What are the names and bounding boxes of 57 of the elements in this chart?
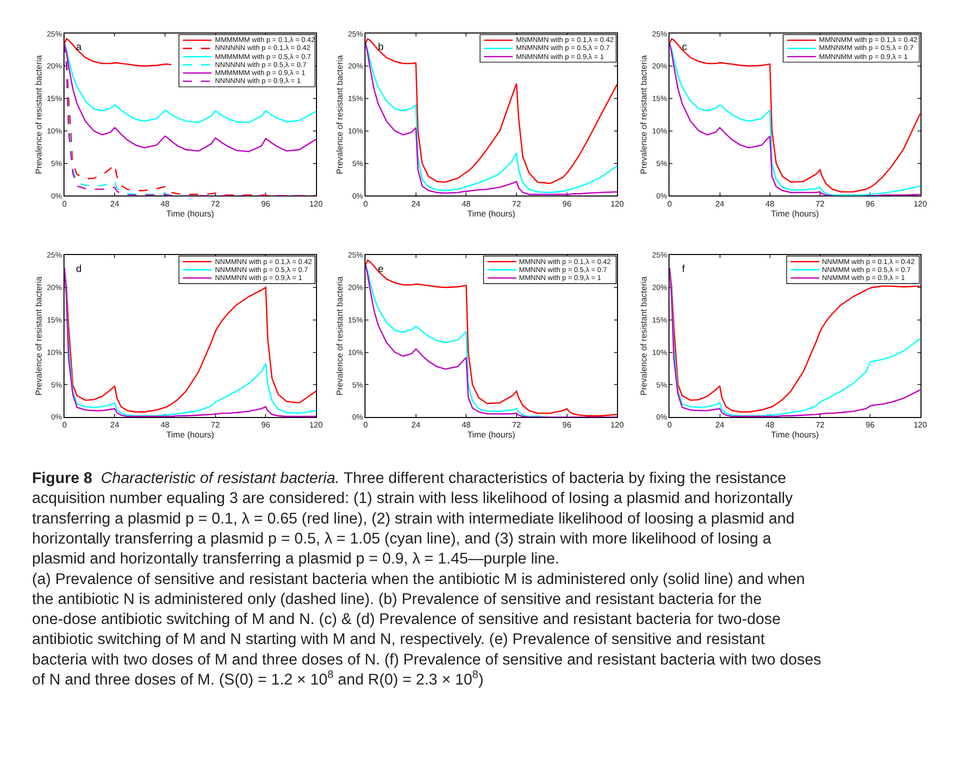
x-tick-label: 48 [160, 199, 170, 208]
x-tick-label: 72 [512, 420, 522, 430]
x-axis-title: Time (hours) [771, 430, 820, 440]
x-tick-label: 48 [765, 199, 775, 208]
y-axis-title: Prevalence of resistant bacteria [33, 54, 44, 174]
x-tick-label: 120 [309, 420, 324, 430]
x-axis-title: Time (hours) [166, 430, 214, 440]
x-tick-label: 48 [462, 420, 472, 430]
x-tick-label: 96 [562, 199, 572, 208]
x-tick-label: 48 [462, 199, 472, 208]
x-tick-label: 24 [715, 199, 725, 208]
x-tick-label: 72 [816, 199, 826, 208]
x-axis-title: Time (hours) [166, 208, 214, 218]
x-tick-label: 120 [914, 199, 928, 208]
x-tick-label: 120 [610, 199, 624, 208]
annotation: e [378, 264, 384, 275]
x-tick-label: 96 [261, 199, 271, 208]
annotation: d [76, 264, 82, 275]
x-tick-label: 120 [610, 420, 624, 430]
annotation: c [682, 42, 687, 53]
x-tick-label: 0 [667, 420, 672, 430]
x-tick-label: 72 [512, 199, 522, 208]
x-tick-label: 72 [210, 199, 220, 208]
x-tick-label: 96 [866, 199, 876, 208]
x-tick-label: 0 [62, 199, 68, 208]
x-tick-label: 96 [261, 420, 271, 430]
x-tick-label: 0 [62, 420, 68, 430]
annotation: f [682, 264, 685, 275]
x-tick-label: 0 [363, 420, 368, 430]
y-axis-title: Prevalence of resistant bacteria [334, 276, 345, 396]
x-tick-label: 48 [765, 420, 775, 430]
x-axis-title: Time (hours) [467, 208, 516, 218]
x-tick-label: 72 [816, 420, 826, 430]
y-axis-title: Prevalence of resistant bacteria [638, 54, 649, 174]
y-axis-title: Prevalence of resistant bacteria [334, 54, 345, 174]
x-tick-label: 24 [110, 199, 120, 208]
x-tick-label: 96 [562, 420, 572, 430]
text: Characteristic of resistant bacteria. [100, 470, 340, 487]
text: (a) Prevalence of sensitive and resistant bacteria when the antibiotic M is administered only (solid line) and when the antibiotic N is administered only (dashed line). (b) Prevalence of sensitive and resistant bacteria for the one-dose antibiotic switching of M and N. (c) & (d) Prevalence of sensitive and resistant bacteria for two-dose antibiotic switching of M and N starting with M and N, respectively. (e) Prevalence of sensitive and resistant bacteria with two doses of M and three doses of N. (f) Prevalence of sensitive and resistant bacteria with two doses of N and three doses of M. (S(0) = 1.2 × 10$^{8}$ and R(0) = 2.3 × 10$^{8}$) [32, 570, 822, 688]
x-tick-label: 0 [363, 199, 368, 208]
x-tick-label: 24 [411, 199, 421, 208]
x-tick-label: 120 [309, 199, 324, 208]
x-tick-label: 48 [160, 420, 170, 430]
x-tick-label: 24 [110, 420, 120, 430]
annotation: b [378, 42, 384, 53]
x-tick-label: 0 [667, 199, 672, 208]
y-axis-title: Prevalence of resistant bacteria [638, 276, 649, 396]
x-axis-title: Time (hours) [771, 208, 820, 218]
annotation: a [76, 42, 82, 53]
x-tick-label: 24 [411, 420, 421, 430]
text: Figure 8 [32, 470, 93, 487]
y-axis-title: Prevalence of resistant bacteria [33, 276, 44, 396]
x-axis-title: Time (hours) [467, 430, 516, 440]
x-tick-label: 120 [914, 420, 928, 430]
x-tick-label: 96 [866, 420, 876, 430]
x-tick-label: 72 [210, 420, 220, 430]
x-tick-label: 24 [715, 420, 725, 430]
